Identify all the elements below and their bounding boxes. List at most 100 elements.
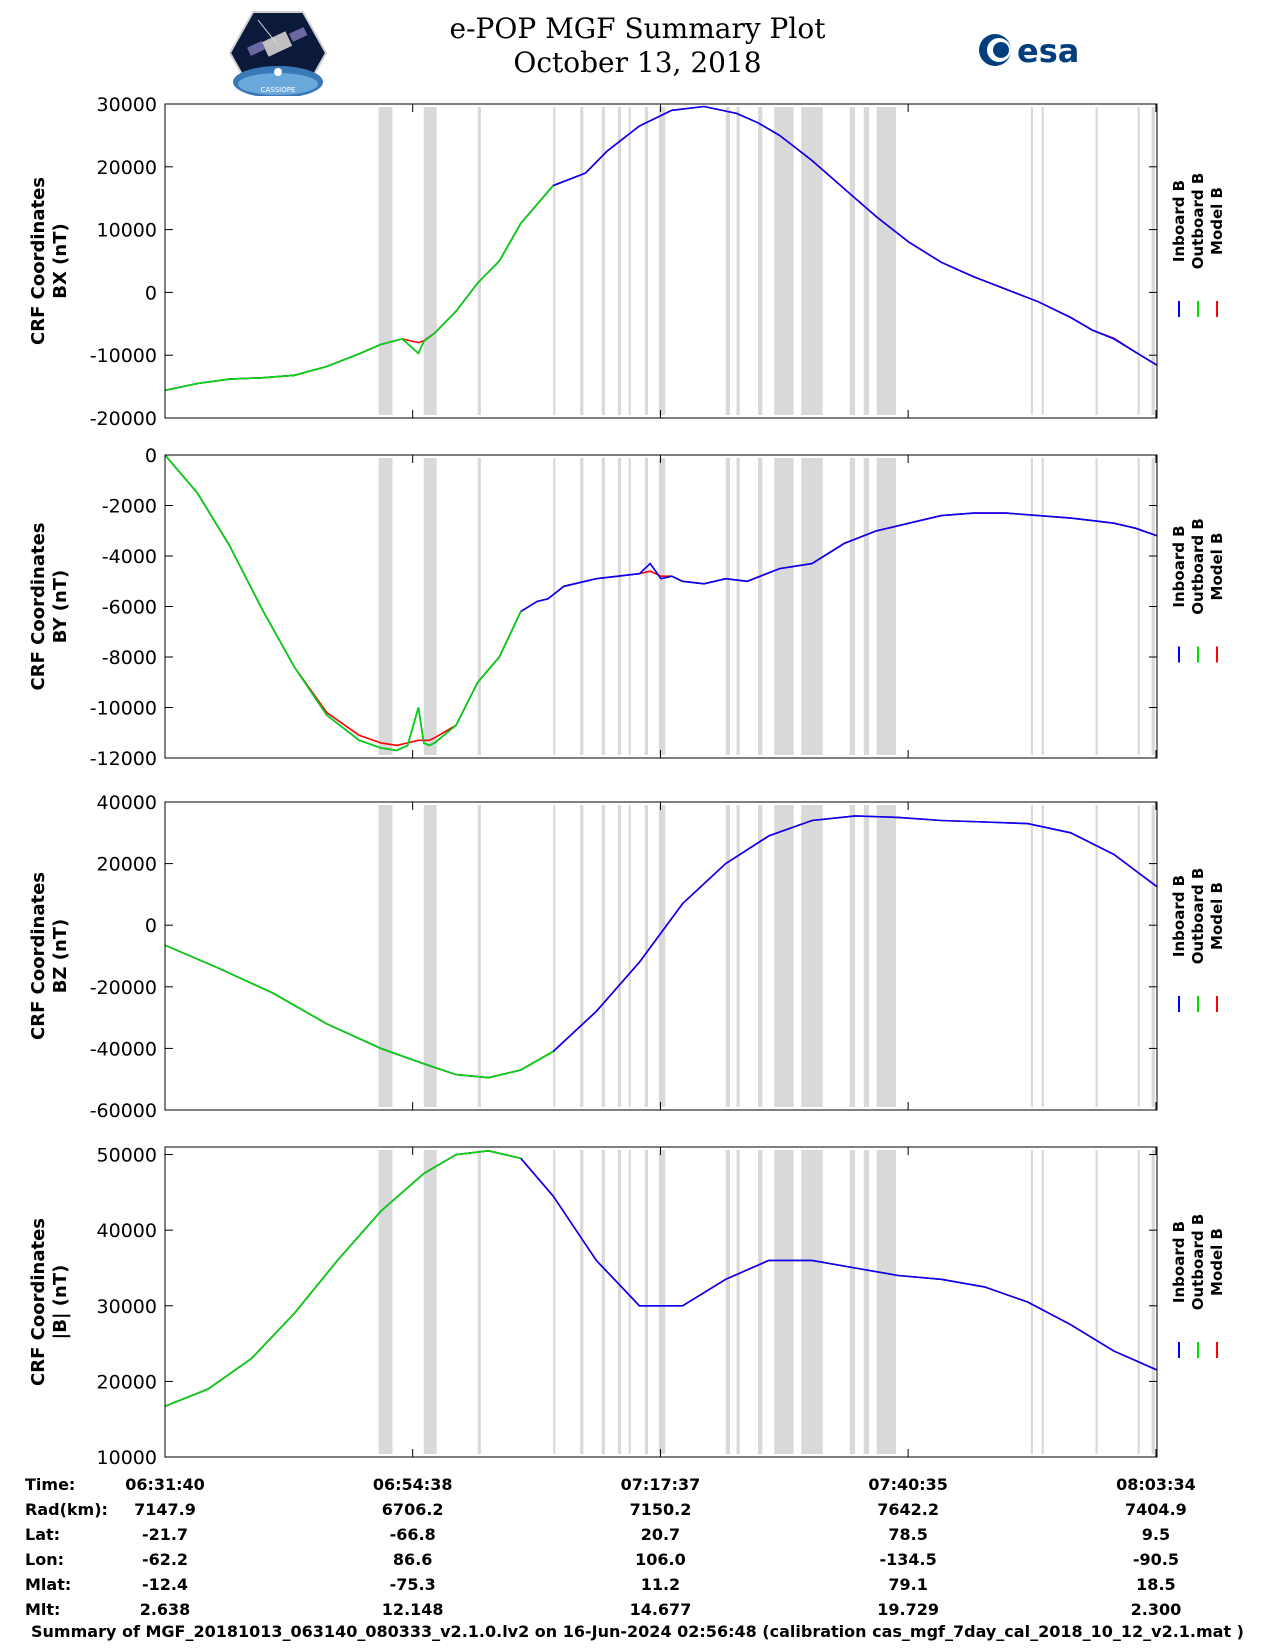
plot-frame bbox=[164, 103, 1158, 419]
data-gap-band bbox=[601, 107, 605, 415]
ephemeris-value: 07:40:35 bbox=[868, 1475, 948, 1494]
data-gap-band bbox=[617, 805, 622, 1107]
ephemeris-value: 06:31:40 bbox=[125, 1475, 205, 1494]
legend-label: Inboard B bbox=[1170, 1221, 1188, 1303]
y-tick-label: 30000 bbox=[97, 1296, 157, 1318]
plot-frame bbox=[164, 801, 1158, 1111]
data-gap-band bbox=[849, 107, 856, 415]
y-tick-label: 10000 bbox=[97, 220, 157, 242]
ephemeris-row-label: Mlt: bbox=[25, 1600, 60, 1619]
data-gap-band bbox=[801, 1150, 823, 1454]
data-gap-band bbox=[580, 805, 584, 1107]
data-gap-band bbox=[601, 458, 605, 755]
data-gap-band bbox=[423, 805, 437, 1107]
data-gap-band bbox=[423, 1150, 437, 1454]
legend-label: Model B bbox=[1208, 1228, 1226, 1296]
data-gap-band bbox=[658, 805, 666, 1107]
y-axis-label-line1: CRF Coordinates bbox=[28, 872, 49, 1040]
cassiope-mission-patch-icon: CASSIOPE bbox=[228, 11, 328, 96]
ephemeris-value: -62.2 bbox=[142, 1550, 188, 1569]
data-gap-band bbox=[725, 805, 731, 1107]
data-gap-band bbox=[580, 458, 584, 755]
data-gap-band bbox=[423, 458, 437, 755]
panel-4: 10000 20000 30000 40000 50000 CRF Coordinates… bbox=[28, 1145, 1226, 1469]
plot-frame bbox=[164, 1146, 1158, 1458]
ephemeris-value: 19.729 bbox=[877, 1600, 939, 1619]
y-tick-label: 20000 bbox=[97, 1371, 157, 1393]
legend-label: Inboard B bbox=[1170, 525, 1188, 607]
series-line-outboard-b bbox=[164, 944, 554, 1079]
data-gap-band bbox=[1041, 107, 1044, 415]
ephemeris-row-label: Lat: bbox=[25, 1525, 60, 1544]
y-axis-label-line1: CRF Coordinates bbox=[28, 523, 49, 691]
data-gap-band bbox=[725, 107, 731, 415]
data-gap-band bbox=[580, 1150, 584, 1454]
y-tick-label: 30000 bbox=[97, 94, 157, 116]
data-gap-band bbox=[758, 107, 763, 415]
data-gap-band bbox=[1137, 107, 1140, 415]
data-gap-band bbox=[758, 458, 763, 755]
y-tick-label: 40000 bbox=[97, 792, 157, 814]
data-gap-band bbox=[801, 458, 823, 755]
y-tick-label: -4000 bbox=[102, 546, 157, 568]
data-gap-band bbox=[1137, 1150, 1140, 1454]
y-tick-label: -10000 bbox=[90, 698, 157, 720]
ephemeris-value: 07:17:37 bbox=[621, 1475, 701, 1494]
ephemeris-row-label: Time: bbox=[25, 1475, 75, 1494]
data-gap-band bbox=[863, 1150, 870, 1454]
y-tick-label: 0 bbox=[145, 282, 157, 304]
ephemeris-value: -21.7 bbox=[142, 1525, 188, 1544]
data-gap-band bbox=[774, 1150, 794, 1454]
data-gap-band bbox=[863, 458, 870, 755]
panel-2: -12000 -10000 -8000 -6000 -4000 -2000 0 CRF Coo… bbox=[28, 445, 1226, 770]
legend-label: Inboard B bbox=[1170, 875, 1188, 957]
ephemeris-value: -134.5 bbox=[880, 1550, 937, 1569]
data-gap-band bbox=[1030, 458, 1033, 755]
y-axis-label-line2: |B| (nT) bbox=[50, 1265, 71, 1340]
legend-label: Outboard B bbox=[1189, 173, 1207, 270]
data-gap-band bbox=[725, 458, 731, 755]
data-gap-band bbox=[553, 107, 556, 415]
data-gap-band bbox=[1041, 1150, 1044, 1454]
ephemeris-value: 7147.9 bbox=[134, 1500, 196, 1519]
y-tick-label: -10000 bbox=[90, 345, 157, 367]
y-tick-label: -20000 bbox=[90, 977, 157, 999]
ephemeris-row-label: Lon: bbox=[25, 1550, 64, 1569]
data-gap-band bbox=[876, 1150, 897, 1454]
title-block: e-POP MGF Summary Plot October 13, 2018 bbox=[0, 12, 1275, 80]
ephemeris-value: -66.8 bbox=[390, 1525, 436, 1544]
data-gap-band bbox=[1095, 805, 1098, 1107]
y-tick-label: 40000 bbox=[97, 1220, 157, 1242]
ephemeris-value: 79.1 bbox=[888, 1575, 927, 1594]
data-gap-band bbox=[477, 458, 481, 755]
data-gap-band bbox=[725, 1150, 731, 1454]
data-gap-band bbox=[1030, 805, 1033, 1107]
data-gap-band bbox=[658, 107, 666, 415]
esa-logo-icon: esa bbox=[979, 32, 1079, 70]
ephemeris-table: Time: Rad(km): Lat: Lon: Mlat: Mlt: 06:31:40 71… bbox=[25, 1475, 1196, 1619]
data-gap-band bbox=[876, 805, 897, 1107]
data-gap-band bbox=[658, 458, 666, 755]
data-gap-band bbox=[1030, 1150, 1033, 1454]
ephemeris-row-label: Mlat: bbox=[25, 1575, 71, 1594]
ephemeris-value: 08:03:34 bbox=[1116, 1475, 1196, 1494]
ephemeris-value: 6706.2 bbox=[382, 1500, 444, 1519]
y-axis-label-line2: BY (nT) bbox=[50, 570, 71, 644]
y-axis-label: CRF CoordinatesBY (nT) bbox=[28, 523, 71, 691]
data-gap-band bbox=[628, 1150, 631, 1454]
y-tick-label: 0 bbox=[145, 445, 157, 467]
data-gap-band bbox=[1137, 805, 1140, 1107]
data-gap-band bbox=[378, 805, 393, 1107]
data-gap-band bbox=[1137, 458, 1140, 755]
plot-title: e-POP MGF Summary Plot bbox=[449, 12, 826, 45]
data-gap-band bbox=[736, 107, 740, 415]
data-gap-band bbox=[628, 805, 631, 1107]
ephemeris-row-label: Rad(km): bbox=[25, 1500, 108, 1519]
series-line-outboard-b bbox=[164, 185, 554, 392]
y-axis-label: CRF CoordinatesBX (nT) bbox=[28, 177, 71, 345]
data-gap-band bbox=[553, 458, 556, 755]
data-gap-band bbox=[477, 107, 481, 415]
data-gap-band bbox=[658, 1150, 666, 1454]
ephemeris-value: 78.5 bbox=[888, 1525, 927, 1544]
